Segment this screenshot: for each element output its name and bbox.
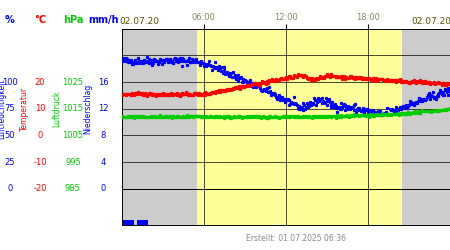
Text: 995: 995 bbox=[65, 158, 81, 166]
Text: Temperatur: Temperatur bbox=[20, 87, 29, 131]
Bar bbox=[402, 189, 450, 225]
Text: 1015: 1015 bbox=[63, 104, 83, 113]
Text: 4: 4 bbox=[101, 158, 106, 166]
Text: %: % bbox=[5, 15, 14, 25]
Text: 8: 8 bbox=[101, 131, 106, 140]
Text: 20: 20 bbox=[35, 78, 45, 86]
Text: 50: 50 bbox=[4, 131, 15, 140]
Text: 0: 0 bbox=[7, 184, 12, 193]
Bar bbox=[197, 29, 402, 189]
Bar bbox=[197, 189, 402, 225]
Text: -10: -10 bbox=[33, 158, 47, 166]
Text: 02.07.20: 02.07.20 bbox=[412, 17, 450, 26]
Text: 100: 100 bbox=[2, 78, 18, 86]
Text: 16: 16 bbox=[98, 78, 108, 86]
Text: 25: 25 bbox=[4, 158, 15, 166]
Text: 1005: 1005 bbox=[63, 131, 83, 140]
Text: 1025: 1025 bbox=[63, 78, 83, 86]
Text: 02.07.20: 02.07.20 bbox=[120, 17, 160, 26]
Text: -20: -20 bbox=[33, 184, 47, 193]
Bar bbox=[136, 220, 148, 225]
Text: Luftdruck: Luftdruck bbox=[52, 90, 61, 127]
Bar bbox=[123, 220, 134, 225]
Bar bbox=[122, 29, 197, 189]
Bar bbox=[122, 189, 197, 225]
Text: 0: 0 bbox=[37, 131, 43, 140]
Text: °C: °C bbox=[34, 15, 46, 25]
Text: hPa: hPa bbox=[63, 15, 83, 25]
Text: Luftfeuchtigkeit: Luftfeuchtigkeit bbox=[0, 78, 7, 139]
Bar bbox=[402, 29, 450, 189]
Text: Niederschlag: Niederschlag bbox=[84, 84, 93, 134]
Text: 75: 75 bbox=[4, 104, 15, 113]
Text: mm/h: mm/h bbox=[88, 15, 118, 25]
Text: 10: 10 bbox=[35, 104, 45, 113]
Text: 985: 985 bbox=[65, 184, 81, 193]
Text: 0: 0 bbox=[101, 184, 106, 193]
Text: 12: 12 bbox=[98, 104, 108, 113]
Text: Erstellt: 01.07.2025 06:36: Erstellt: 01.07.2025 06:36 bbox=[246, 234, 346, 243]
